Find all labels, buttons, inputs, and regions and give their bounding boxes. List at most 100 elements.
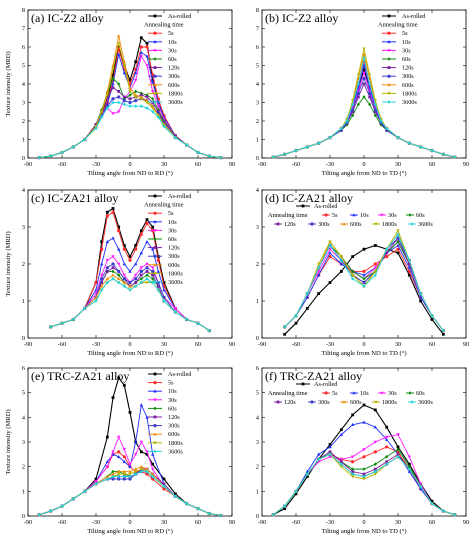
data-point	[145, 218, 149, 221]
data-point	[111, 82, 115, 86]
data-point	[368, 82, 372, 86]
data-point	[162, 487, 166, 491]
data-point	[373, 244, 377, 247]
y-tick-label: 2	[22, 118, 25, 125]
data-point	[145, 106, 149, 110]
data-point	[162, 288, 166, 292]
data-point	[139, 45, 143, 49]
legend-marker	[342, 222, 346, 226]
legend-marker	[153, 40, 157, 44]
legend-entry: 60s	[416, 212, 425, 219]
legend-marker	[387, 92, 391, 96]
y-tick-label: 0	[256, 513, 259, 520]
data-point	[105, 270, 109, 273]
data-point	[396, 229, 400, 233]
data-point	[99, 110, 104, 114]
data-point	[173, 310, 177, 314]
x-axis-label: Tilting angle from ND to TD (°)	[321, 170, 406, 177]
data-point	[185, 501, 189, 506]
plot-frame	[27, 189, 233, 339]
legend-entry: 1800s	[402, 90, 417, 97]
data-point	[122, 280, 127, 284]
series-as-rolled	[271, 67, 457, 159]
data-point	[105, 266, 109, 270]
legend-marker	[153, 220, 157, 224]
series-120s	[49, 266, 211, 332]
series-3600s	[271, 56, 457, 159]
data-point	[373, 108, 377, 112]
data-point	[351, 102, 355, 107]
legend-marker	[387, 14, 391, 18]
data-point	[145, 273, 149, 277]
data-point	[133, 71, 138, 75]
legend-entry: 10s	[360, 390, 369, 397]
data-point	[407, 462, 411, 466]
legend-marker	[153, 254, 157, 258]
data-point	[305, 472, 309, 476]
data-point	[128, 411, 132, 414]
data-point	[111, 112, 115, 116]
data-point	[128, 258, 132, 262]
data-point	[111, 100, 115, 105]
x-tick-label: -60	[58, 519, 66, 526]
data-point	[339, 432, 344, 436]
data-point	[345, 119, 349, 123]
data-point	[111, 86, 115, 90]
data-point	[283, 152, 287, 157]
data-point	[151, 73, 155, 77]
x-axis-label: Tilting angle from ND to TD (°)	[321, 528, 406, 535]
data-point	[150, 247, 155, 251]
panel-title: (a) IC-Z2 alloy	[31, 11, 104, 25]
data-point	[379, 119, 383, 123]
y-tick-label: 7	[22, 26, 25, 33]
data-point	[419, 484, 423, 489]
data-point	[151, 277, 155, 281]
data-point	[328, 450, 332, 454]
data-point	[441, 332, 445, 336]
data-point	[373, 425, 378, 429]
data-point	[94, 299, 98, 303]
x-tick-label: 90	[229, 519, 235, 526]
data-point	[162, 124, 166, 129]
data-point	[396, 135, 400, 140]
data-point	[111, 277, 115, 281]
data-point	[117, 229, 121, 233]
data-point	[117, 273, 121, 277]
data-point	[356, 95, 360, 99]
data-point	[111, 97, 115, 101]
data-point	[111, 269, 115, 274]
data-point	[145, 270, 149, 273]
x-tick-label: -60	[58, 161, 66, 168]
data-point	[283, 504, 287, 508]
data-point	[156, 284, 160, 288]
data-point	[407, 464, 411, 469]
legend-entry: 5s	[402, 30, 408, 37]
data-point	[139, 36, 143, 40]
panel-title: (c) IC-ZA21 alloy	[31, 191, 118, 205]
y-axis-label: Texture intensity (MRD)	[5, 231, 12, 296]
data-point	[156, 104, 161, 108]
x-axis-label: Tilting angle from ND to RD (°)	[87, 350, 173, 357]
data-point	[122, 277, 126, 281]
data-point	[139, 273, 143, 277]
x-tick-label: 60	[429, 161, 435, 168]
data-point	[362, 284, 366, 288]
data-point	[71, 317, 75, 322]
data-point	[207, 328, 211, 333]
data-point	[351, 467, 355, 471]
data-point	[362, 63, 366, 67]
x-tick-label: -90	[258, 341, 266, 348]
data-point	[116, 247, 121, 251]
data-point	[453, 512, 457, 517]
x-tick-label: -60	[292, 519, 300, 526]
data-point	[430, 314, 434, 318]
data-point	[122, 95, 126, 99]
data-point	[384, 435, 389, 439]
y-tick-label: 0	[22, 513, 25, 520]
x-tick-label: 90	[463, 519, 469, 526]
data-point	[305, 145, 309, 149]
y-axis-label: Texture intensity (MRD)	[5, 51, 12, 116]
data-point	[37, 155, 41, 160]
series-line	[284, 229, 444, 331]
data-point	[116, 277, 121, 281]
